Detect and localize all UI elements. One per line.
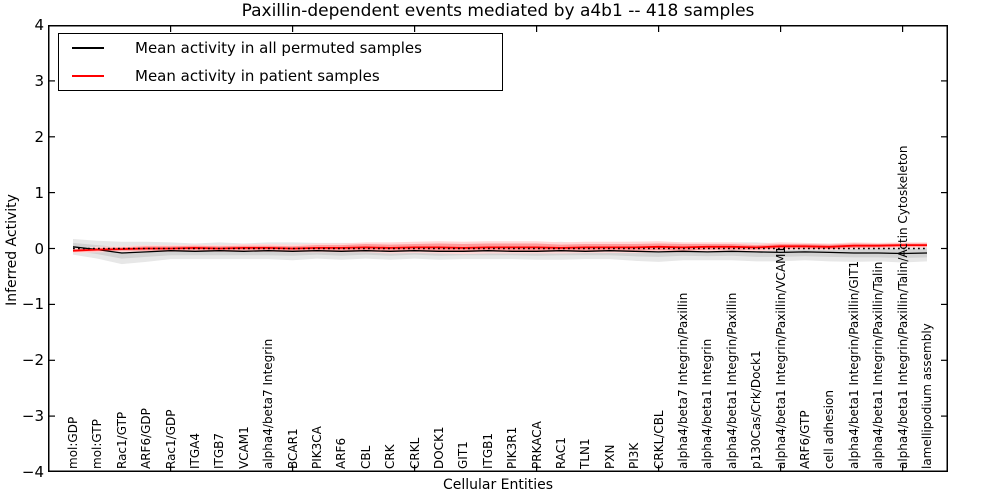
x-category-label: mol:GTP: [90, 419, 105, 469]
x-category-label: alpha4/beta1 Integrin/Paxillin/VCAM1: [773, 245, 788, 469]
x-category-label: PIK3CA: [310, 426, 324, 469]
x-category-label: CRKL: [407, 437, 422, 469]
legend: Mean activity in all permuted samples Me…: [58, 33, 503, 91]
x-axis-label: Cellular Entities: [442, 477, 554, 493]
chart-title: Paxillin-dependent events mediated by a4…: [241, 1, 755, 21]
x-category-label: BCAR1: [285, 428, 300, 469]
x-category-label: Rac1/GDP: [163, 409, 178, 469]
x-category-label: alpha4/beta1 Integrin/Paxillin/Talin/Act…: [895, 145, 910, 469]
x-category-label: Rac1/GTP: [114, 411, 129, 469]
patient-mean-line: [72, 244, 927, 252]
x-category-label: ARF6/GTP: [798, 410, 812, 469]
x-category-label: PI3K: [627, 442, 642, 469]
x-category-label: alpha4/beta1 Integrin/Paxillin/Talin: [871, 261, 886, 469]
x-category-label: ARF6: [334, 437, 349, 469]
x-category-label: alpha4/beta7 Integrin: [261, 338, 276, 469]
x-category-label: DOCK1: [432, 426, 446, 469]
y-tick-label: 2: [34, 127, 44, 146]
red-line-sample-icon: [72, 75, 104, 77]
x-category-label: TLN1: [578, 438, 593, 469]
x-category-label: CRK: [383, 444, 398, 469]
legend-entry-permuted: Mean activity in all permuted samples: [59, 38, 502, 58]
legend-label-permuted: Mean activity in all permuted samples: [135, 39, 422, 57]
black-line-sample-icon: [72, 47, 104, 49]
x-category-label: ITGB7: [212, 432, 227, 469]
y-tick-label: −1: [21, 295, 44, 314]
x-category-label: RAC1: [554, 437, 568, 469]
legend-entry-patient: Mean activity in patient samples: [59, 66, 502, 86]
x-category-label: ITGB1: [480, 432, 495, 469]
x-category-label: ITGA4: [188, 432, 202, 469]
y-tick-label: 1: [34, 183, 44, 202]
x-category-label: VCAM1: [236, 426, 251, 469]
x-category-label: PXN: [602, 444, 617, 469]
y-tick-label: 3: [34, 71, 44, 90]
x-category-label: cell adhesion: [822, 390, 837, 469]
permuted-mean-line: [72, 246, 928, 255]
y-tick-label: 0: [34, 239, 44, 258]
x-category-label: ARF6/GDP: [139, 408, 154, 469]
legend-label-patient: Mean activity in patient samples: [135, 67, 380, 85]
x-category-label: p130Cas/Crk/Dock1: [749, 350, 764, 469]
x-category-label: GIT1: [456, 441, 471, 469]
y-tick-label: −3: [21, 407, 44, 426]
y-tick-label: 4: [34, 16, 44, 34]
y-tick-label: −2: [21, 351, 44, 370]
axes-frame: [48, 25, 948, 472]
x-category-label: mol:GDP: [66, 416, 80, 469]
x-category-label: CBL: [358, 445, 373, 469]
plot-canvas: [48, 25, 948, 472]
x-category-label: CRKL/CBL: [651, 410, 666, 469]
y-axis-label: Inferred Activity: [4, 194, 20, 306]
x-category-label: alpha4/beta1 Integrin/Paxillin: [724, 292, 739, 469]
x-category-label: PIK3R1: [505, 426, 520, 469]
y-tick-label: −4: [21, 463, 44, 481]
plot-area: [48, 25, 948, 472]
x-category-label: alpha4/beta1 Integrin: [700, 338, 715, 469]
x-category-label: lamellipodium assembly: [920, 323, 934, 469]
x-category-label: alpha4/beta1 Integrin/Paxillin/GIT1: [846, 260, 861, 469]
x-category-label: alpha4/beta7 Integrin/Paxillin: [676, 292, 690, 469]
x-category-label: PRKACA: [529, 421, 544, 469]
